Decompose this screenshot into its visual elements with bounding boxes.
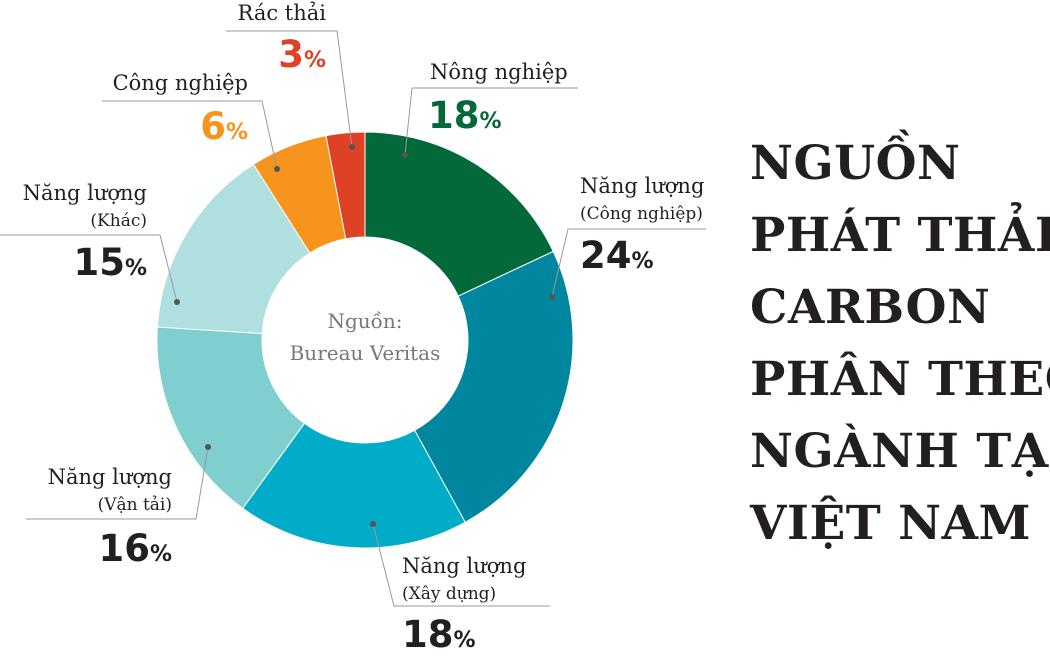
leader-dot-1 <box>549 294 555 300</box>
title-line-4: PHÂN THEO <box>750 352 1050 407</box>
slice-sublabel-4: (Khác) <box>90 211 147 231</box>
slice-sublabel-3: (Vận tải) <box>98 495 172 515</box>
donut-chart: Nông nghiệp 18% Năng lượng (Công nghiệp) 24%… <box>0 1 706 656</box>
title-line-2: PHÁT THẢI <box>750 208 1050 263</box>
slice-value-6: 3% <box>278 33 326 76</box>
leader-dot-2 <box>370 521 376 527</box>
slice-0 <box>364 131 554 297</box>
slice-label-3: Năng lượng <box>48 465 172 489</box>
title-line-6: VIỆT NAM <box>750 496 1032 551</box>
slice-value-1: 24% <box>580 234 654 277</box>
leader-line-1 <box>551 228 706 298</box>
slice-label-2: Năng lượng <box>402 554 526 578</box>
slice-1 <box>413 250 574 523</box>
leader-line-3 <box>26 446 209 520</box>
slice-label-5: Công nghiệp <box>113 71 248 95</box>
slice-3 <box>156 326 306 509</box>
slice-label-0: Nông nghiệp <box>430 60 568 84</box>
slice-label-4: Năng lượng <box>23 181 147 205</box>
leader-line-4 <box>0 234 178 303</box>
leader-dot-0 <box>402 152 408 158</box>
slice-value-5: 6% <box>200 105 248 148</box>
slice-sublabel-1: (Công nghiệp) <box>580 204 703 224</box>
leader-dot-6 <box>349 144 355 150</box>
title-line-3: CARBON <box>750 280 991 335</box>
slice-sublabel-2: (Xây dựng) <box>402 584 496 604</box>
slice-label-1: Năng lượng <box>580 174 704 198</box>
slice-6 <box>325 131 366 240</box>
slice-value-4: 15% <box>73 241 147 284</box>
leader-line-5 <box>102 100 278 170</box>
title-line-1: NGUỒN <box>750 136 961 191</box>
slice-value-2: 18% <box>402 613 476 656</box>
leader-line-0 <box>404 87 578 156</box>
slice-value-3: 16% <box>98 527 172 570</box>
slice-value-0: 18% <box>428 94 502 137</box>
slice-4 <box>156 163 311 335</box>
slice-2 <box>242 422 466 549</box>
leader-dot-3 <box>205 444 211 450</box>
title-line-5: NGÀNH TẠI <box>750 424 1050 479</box>
leader-line-6 <box>226 30 353 148</box>
leader-dot-5 <box>274 166 280 172</box>
leader-line-2 <box>372 523 550 607</box>
chart-title: NGUỒN PHÁT THẢI CARBON PHÂN THEO NGÀNH T… <box>750 128 1050 560</box>
center-source-label: Nguồn: <box>327 309 402 333</box>
leader-dot-4 <box>174 299 180 305</box>
center-source-name: Bureau Veritas <box>290 341 441 365</box>
slice-label-6: Rác thải <box>238 1 327 25</box>
